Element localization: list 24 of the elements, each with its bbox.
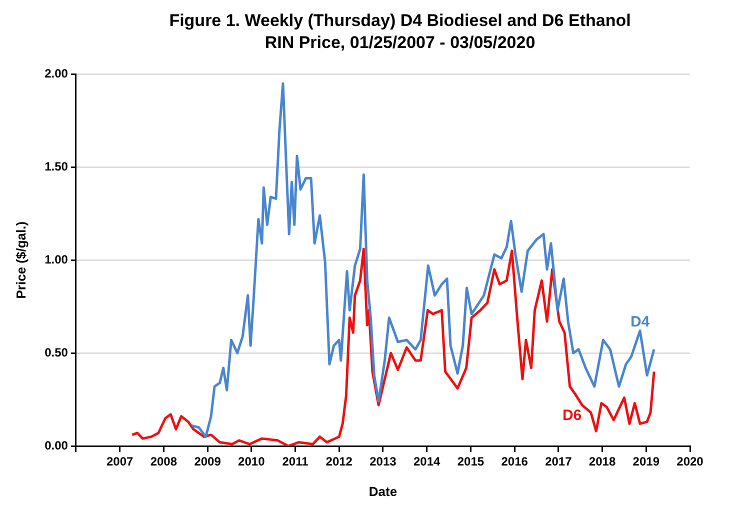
x-tick-label: 2008: [150, 454, 178, 469]
x-tick-label: 2014: [413, 454, 441, 469]
y-tick-label: 1.00: [44, 252, 68, 266]
chart-title: Figure 1. Weekly (Thursday) D4 Biodiesel and D6 Ethanol RIN Price, 01/25/2007 - 03/05/2020: [168, 10, 632, 54]
x-tick-label: 2015: [457, 454, 484, 469]
x-axis-title: Date: [368, 484, 398, 499]
x-tick-label: 2010: [238, 454, 266, 469]
x-tick-label: 2016: [501, 454, 528, 469]
y-tick-label: 0.00: [44, 438, 68, 452]
x-tick-label: 2013: [370, 454, 397, 469]
x-tick-label: 2017: [545, 454, 572, 469]
x-tick-label: 2019: [632, 454, 660, 469]
x-tick-label: 2018: [588, 454, 616, 469]
y-tick-label: 2.00: [44, 66, 68, 81]
x-tick-label: 2012: [326, 454, 353, 469]
y-tick-label: 0.50: [44, 345, 68, 360]
x-tick-label: 2007: [106, 454, 134, 469]
x-tick-label: 2020: [676, 454, 704, 469]
series-label: D4: [630, 313, 650, 330]
series-label: D6: [562, 406, 582, 424]
y-tick-label: 1.50: [44, 159, 68, 174]
x-tick-label: 2009: [194, 454, 222, 469]
y-axis-title: Price ($/gal.): [13, 221, 28, 299]
x-tick-label: 2011: [282, 454, 309, 469]
